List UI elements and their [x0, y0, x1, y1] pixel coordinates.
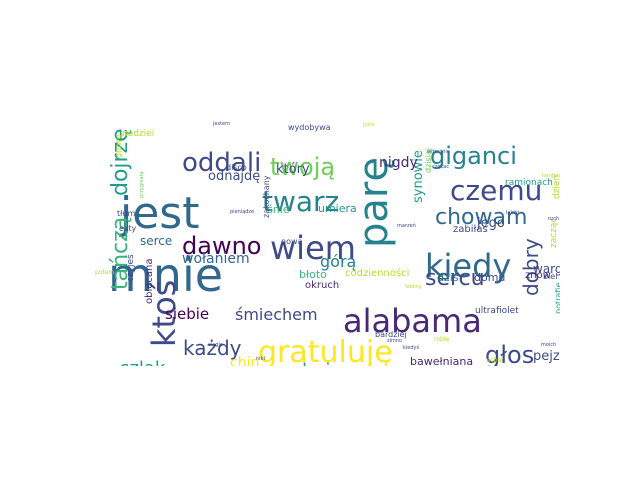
- cloud-word: domu: [474, 271, 506, 284]
- cloud-word: ciągle: [208, 342, 223, 348]
- cloud-word: ruch: [548, 216, 560, 222]
- cloud-word: odnajdę: [208, 169, 261, 184]
- cloud-word: mnie: [108, 248, 224, 302]
- cloud-word: gratuluję: [258, 335, 393, 367]
- cloud-word: wydobywa: [288, 123, 331, 132]
- cloud-word: oddali: [182, 148, 262, 178]
- cloud-word: pejzaż: [533, 349, 560, 364]
- cloud-word: alabama: [343, 302, 482, 340]
- cloud-word: tłum: [117, 209, 136, 218]
- cloud-word: głowę: [114, 134, 123, 158]
- cloud-word: jestem: [213, 121, 230, 127]
- cloud-word: zimno: [387, 338, 403, 344]
- cloud-word: disco: [226, 163, 247, 172]
- cloud-word: czyjeś: [126, 254, 136, 282]
- cloud-word: sobie: [487, 357, 503, 364]
- cloud-word: chowam: [435, 205, 528, 230]
- cloud-word: jutro: [363, 122, 375, 128]
- cloud-word: umiera: [318, 202, 357, 215]
- cloud-word: błoto: [299, 268, 327, 281]
- cloud-word: znów: [525, 270, 551, 281]
- cloud-word: śnie: [267, 203, 290, 216]
- cloud-word: marzeń: [397, 223, 416, 229]
- cloud-word: nigdy: [379, 155, 418, 171]
- cloud-word: dziś: [437, 271, 459, 284]
- cloud-word: kiedy: [425, 247, 512, 285]
- cloud-word: potem: [95, 269, 115, 276]
- cloud-word: który: [276, 162, 310, 177]
- cloud-word: elity: [119, 224, 137, 233]
- cloud-word: potrafię: [554, 282, 560, 314]
- cloud-word: serce: [140, 234, 173, 248]
- cloud-word: ramionach: [505, 178, 553, 188]
- cloud-word: chin: [230, 355, 260, 366]
- cloud-word: jego: [477, 216, 505, 231]
- cloud-word: sercu: [425, 266, 485, 291]
- cloud-word: warg: [533, 262, 560, 276]
- cloud-word: śmiechem: [235, 305, 318, 324]
- cloud-word: głos: [485, 341, 535, 366]
- cloud-word: nadziei: [122, 129, 155, 139]
- cloud-word: każdy: [183, 336, 242, 360]
- cloud-word: kiedyś: [403, 345, 420, 351]
- cloud-word: twarz: [262, 185, 340, 218]
- cloud-word: zakochany: [262, 175, 271, 218]
- word-cloud: mnie jest parę gratuluję alabama kiedy wiem kto…: [80, 113, 560, 366]
- cloud-word: pieniądze: [230, 209, 255, 215]
- cloud-word: wiem: [270, 229, 356, 267]
- cloud-word: siebie: [165, 305, 210, 323]
- cloud-word: jest: [120, 188, 200, 239]
- cloud-word: przygniata: [139, 171, 145, 198]
- cloud-word: giganci: [430, 142, 517, 170]
- cloud-word: nikt: [256, 356, 266, 362]
- cloud-word: twoją: [270, 153, 336, 181]
- cloud-word: szlak: [120, 360, 165, 367]
- cloud-word: bardziej: [375, 330, 407, 339]
- cloud-word: robię: [434, 336, 450, 343]
- cloud-word: codzienności: [345, 268, 410, 279]
- cloud-word: ultrafiolet: [475, 306, 519, 316]
- cloud-word: moich: [541, 342, 557, 348]
- cloud-word: wskażesz: [278, 362, 363, 367]
- cloud-word: wołaniem: [182, 251, 250, 267]
- cloud-word: okruch: [305, 280, 340, 291]
- cloud-word: dawno: [182, 232, 262, 260]
- cloud-word: nowa: [281, 237, 303, 246]
- cloud-word: czekać: [432, 164, 450, 170]
- cloud-word: obiecana: [144, 258, 155, 305]
- cloud-word: ostrożnie: [427, 149, 450, 155]
- cloud-word: bawełniana: [410, 355, 474, 366]
- cloud-word: czemu: [450, 174, 543, 207]
- cloud-word: górą: [320, 252, 357, 271]
- cloud-word: fekony: [405, 284, 422, 290]
- cloud-word: zabiłaś: [453, 224, 488, 235]
- cloud-word: zacząć: [549, 217, 559, 248]
- cloud-word: lekko: [506, 210, 520, 216]
- cloud-word: biel: [543, 272, 558, 281]
- cloud-word: tamten: [542, 173, 560, 179]
